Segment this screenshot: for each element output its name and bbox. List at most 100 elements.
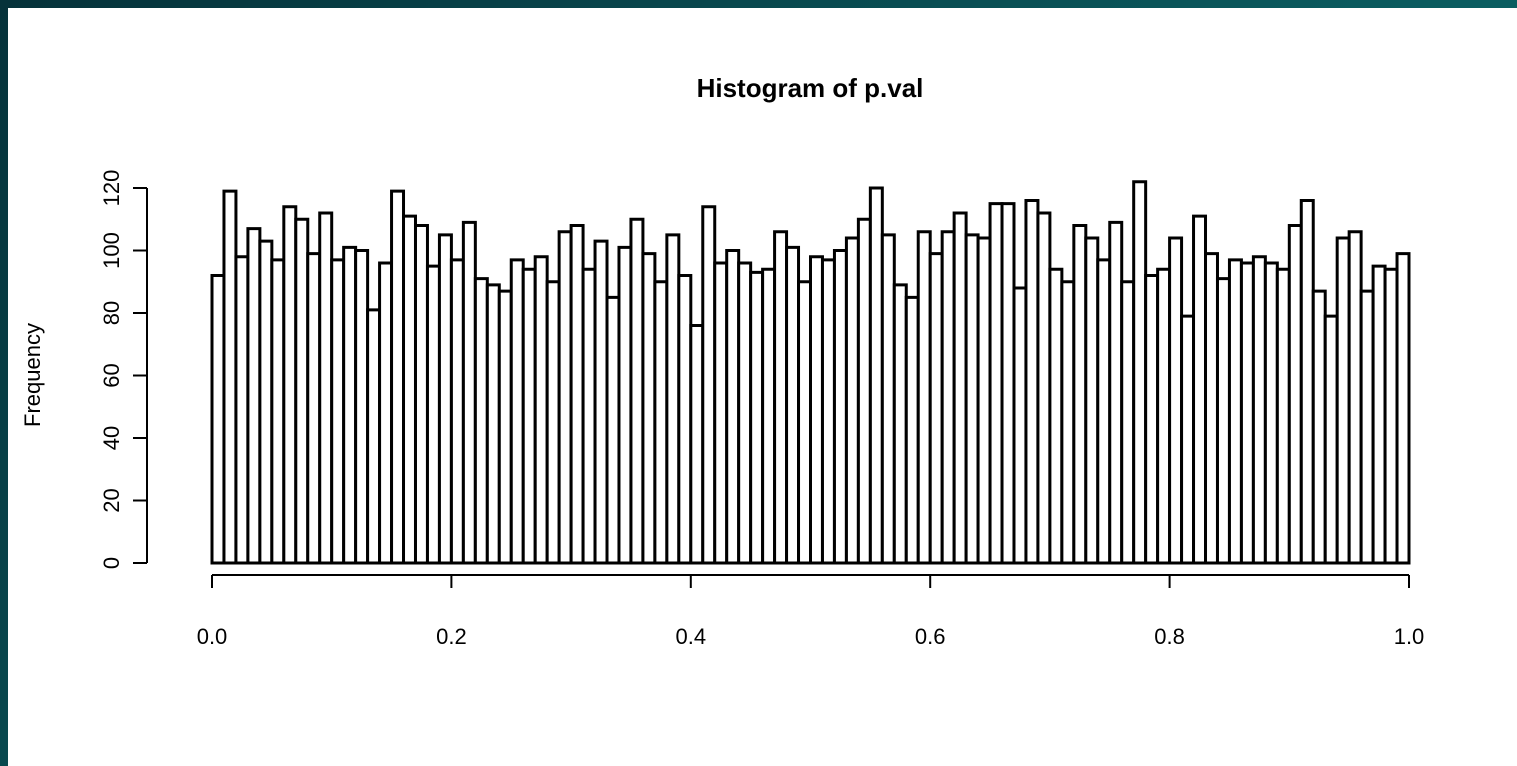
histogram-bar xyxy=(1251,255,1267,565)
histogram-bar xyxy=(1335,236,1351,565)
histogram-bar xyxy=(1299,199,1315,565)
histogram-bar xyxy=(521,267,537,565)
histogram-bar xyxy=(1096,258,1112,565)
histogram-bar xyxy=(497,289,513,565)
x-tick-label: 0.6 xyxy=(915,624,946,649)
histogram-bar xyxy=(222,189,238,565)
histogram-bar xyxy=(904,295,920,565)
histogram-bar xyxy=(354,249,370,565)
histogram-bar xyxy=(1132,180,1148,565)
histogram-bar xyxy=(761,267,777,565)
histogram-bar xyxy=(545,280,561,565)
histogram-bar xyxy=(1108,220,1124,565)
histogram-bar xyxy=(294,217,310,565)
histogram-bar xyxy=(868,186,884,565)
histogram-bar xyxy=(533,255,549,565)
histogram-bar xyxy=(449,258,465,565)
y-tick-label: 0 xyxy=(99,557,124,569)
y-tick-label: 20 xyxy=(99,488,124,512)
histogram-bar xyxy=(605,295,621,565)
histogram-bar xyxy=(820,258,836,565)
chart-title: Histogram of p.val xyxy=(697,73,924,103)
histogram-bar xyxy=(809,255,824,565)
histogram-bar xyxy=(1371,264,1387,565)
histogram-bar xyxy=(1359,289,1375,565)
y-tick-label: 60 xyxy=(99,363,124,387)
histogram-bar xyxy=(1275,267,1291,565)
histogram-bar xyxy=(737,261,753,565)
histogram-bar xyxy=(473,277,489,565)
histogram-bar xyxy=(378,261,394,565)
histogram-bar xyxy=(1287,224,1303,565)
y-tick-label: 80 xyxy=(99,301,124,325)
histogram-bar xyxy=(461,220,477,565)
y-axis-label: Frequency xyxy=(20,323,45,427)
histogram-bar xyxy=(437,233,453,565)
histogram-bar xyxy=(988,202,1004,565)
x-tick-label: 0.8 xyxy=(1154,624,1185,649)
histogram-bar xyxy=(366,308,382,565)
histogram-bar xyxy=(246,227,262,565)
histogram-bar xyxy=(1204,252,1219,565)
histogram-bar xyxy=(749,270,765,565)
histogram-bar xyxy=(797,280,813,565)
histogram-bar xyxy=(1215,277,1231,565)
x-tick-label: 0.4 xyxy=(676,624,707,649)
histogram-bar xyxy=(964,233,980,565)
histogram-bar xyxy=(425,264,441,565)
histogram-bar xyxy=(1180,314,1196,565)
histogram-bar xyxy=(880,233,896,565)
histogram-bar xyxy=(593,239,609,565)
histogram-bar xyxy=(653,280,669,565)
histogram-bar xyxy=(1383,267,1399,565)
histogram-bar xyxy=(952,211,968,565)
histogram-bar xyxy=(581,267,597,565)
histogram-bar xyxy=(1012,286,1028,565)
histogram-bar xyxy=(1000,202,1016,565)
histogram-bar xyxy=(701,205,717,565)
histogram-bar xyxy=(677,274,693,565)
histogram-bar xyxy=(856,217,872,565)
histogram-bar xyxy=(785,245,801,565)
histogram-bar xyxy=(1060,280,1076,565)
histogram-bar xyxy=(976,236,992,565)
y-tick-label: 120 xyxy=(99,170,124,207)
histogram-bar xyxy=(485,283,501,565)
x-tick-label: 1.0 xyxy=(1394,624,1425,649)
histogram-bar xyxy=(1048,267,1064,565)
histogram-bar xyxy=(282,205,298,565)
histogram-bar xyxy=(689,324,705,565)
histogram-bar xyxy=(940,230,956,565)
histogram-bar xyxy=(1144,274,1160,565)
histogram-bar xyxy=(1156,267,1172,565)
histogram-bar xyxy=(342,245,358,565)
histogram-bar xyxy=(1395,252,1411,565)
y-tick-label: 100 xyxy=(99,232,124,269)
histogram-bar xyxy=(1084,236,1100,565)
histogram-bar xyxy=(258,239,274,565)
histogram-bar xyxy=(1311,289,1327,565)
histogram-bar xyxy=(210,274,226,565)
histogram-bar xyxy=(1168,236,1184,565)
histogram-bar xyxy=(1120,280,1136,565)
histogram-bar xyxy=(1239,261,1255,565)
histogram-bar xyxy=(928,252,944,565)
histogram-bar xyxy=(773,230,789,565)
histogram-bar xyxy=(844,236,860,565)
histogram-bar xyxy=(1227,258,1243,565)
histogram-bar xyxy=(318,211,334,565)
histogram-bar xyxy=(1192,214,1208,565)
histogram-bar xyxy=(557,230,573,565)
histogram-bar xyxy=(892,283,908,565)
histogram-bar xyxy=(306,252,322,565)
histogram-bar xyxy=(725,249,741,565)
histogram-bar xyxy=(629,217,645,565)
histogram-bar xyxy=(916,230,932,565)
histogram-bar xyxy=(234,255,250,565)
y-tick-label: 40 xyxy=(99,426,124,450)
histogram-bar xyxy=(1024,199,1040,565)
histogram-bar xyxy=(413,224,429,565)
histogram-bar xyxy=(1072,224,1088,565)
histogram-bar xyxy=(713,261,729,565)
